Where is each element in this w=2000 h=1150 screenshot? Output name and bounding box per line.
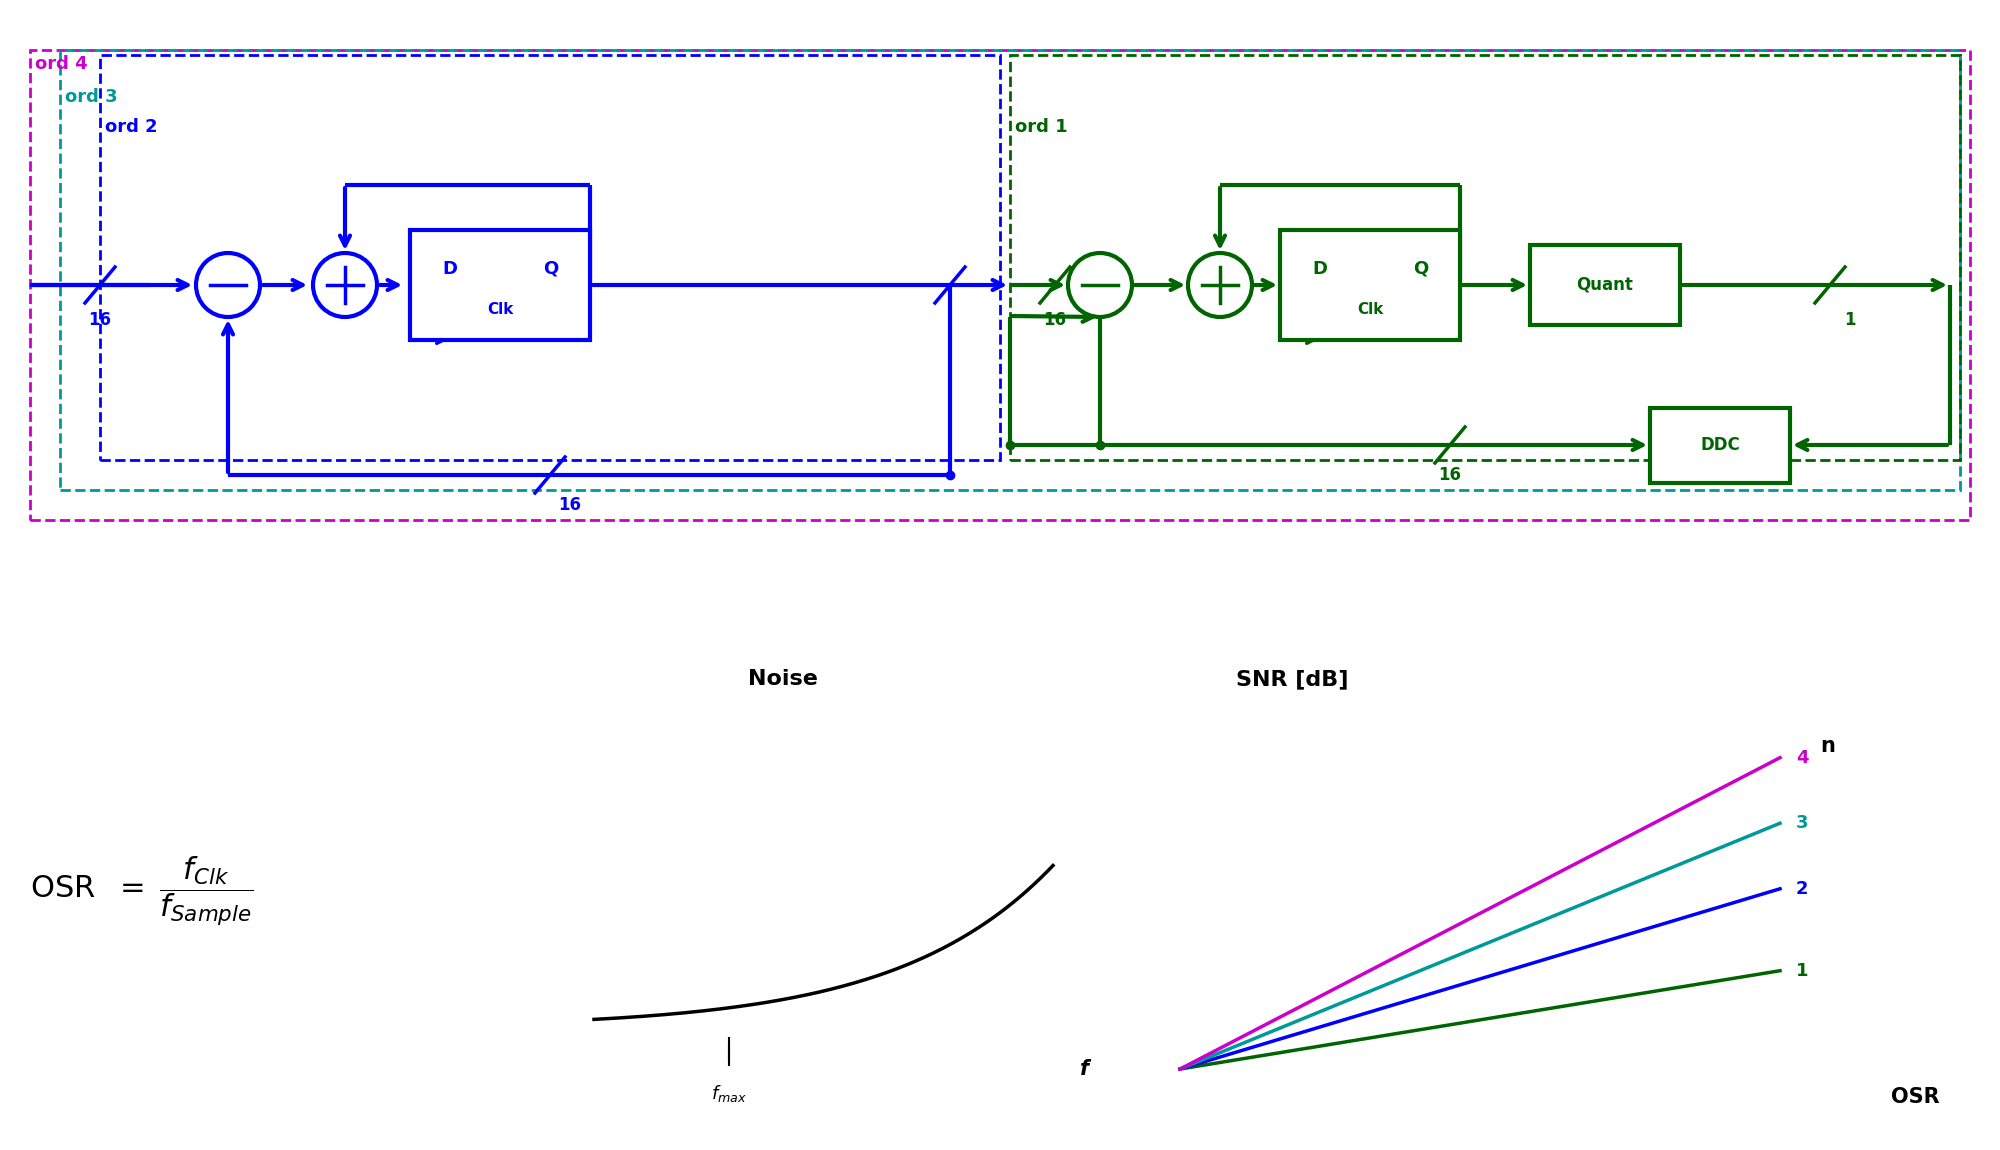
Bar bbox=[100, 55, 1000, 460]
Text: $f_{max}$: $f_{max}$ bbox=[712, 1083, 746, 1104]
Text: 4: 4 bbox=[1796, 749, 1808, 767]
Text: ord 2: ord 2 bbox=[104, 118, 158, 136]
Text: D: D bbox=[1312, 260, 1328, 277]
Circle shape bbox=[1068, 253, 1132, 317]
Text: 16: 16 bbox=[558, 496, 582, 514]
Bar bbox=[1650, 407, 1790, 483]
Text: 3: 3 bbox=[1796, 814, 1808, 833]
Text: 16: 16 bbox=[1044, 310, 1066, 329]
Bar bbox=[30, 49, 1970, 520]
Text: D: D bbox=[442, 260, 458, 277]
Text: 16: 16 bbox=[1438, 466, 1462, 484]
Text: n: n bbox=[1820, 736, 1834, 756]
Text: ord 1: ord 1 bbox=[1016, 118, 1068, 136]
Text: 16: 16 bbox=[88, 310, 112, 329]
Circle shape bbox=[1188, 253, 1252, 317]
Text: ord 4: ord 4 bbox=[36, 55, 88, 72]
Text: ord 3: ord 3 bbox=[64, 89, 118, 106]
Bar bbox=[1530, 245, 1680, 325]
Text: Q: Q bbox=[542, 260, 558, 277]
Bar bbox=[60, 49, 1960, 490]
Text: OSR: OSR bbox=[1892, 1087, 1940, 1106]
Text: OSR  $= \; \dfrac{f_{Clk}}{f_{Sample}}$: OSR $= \; \dfrac{f_{Clk}}{f_{Sample}}$ bbox=[30, 854, 252, 928]
Text: Quant: Quant bbox=[1576, 276, 1634, 294]
Bar bbox=[410, 230, 590, 340]
Circle shape bbox=[196, 253, 260, 317]
Bar bbox=[1280, 230, 1460, 340]
Text: 2: 2 bbox=[1796, 880, 1808, 898]
Text: 1: 1 bbox=[1796, 961, 1808, 980]
Text: SNR [dB]: SNR [dB] bbox=[1236, 669, 1348, 689]
Bar bbox=[1010, 55, 1960, 460]
Text: Noise: Noise bbox=[748, 669, 818, 689]
Text: 1: 1 bbox=[1844, 310, 1856, 329]
Text: f: f bbox=[1080, 1059, 1090, 1079]
Text: Q: Q bbox=[1412, 260, 1428, 277]
Text: DDC: DDC bbox=[1700, 436, 1740, 454]
Text: Clk: Clk bbox=[1356, 301, 1384, 316]
Text: Clk: Clk bbox=[486, 301, 514, 316]
Circle shape bbox=[312, 253, 376, 317]
